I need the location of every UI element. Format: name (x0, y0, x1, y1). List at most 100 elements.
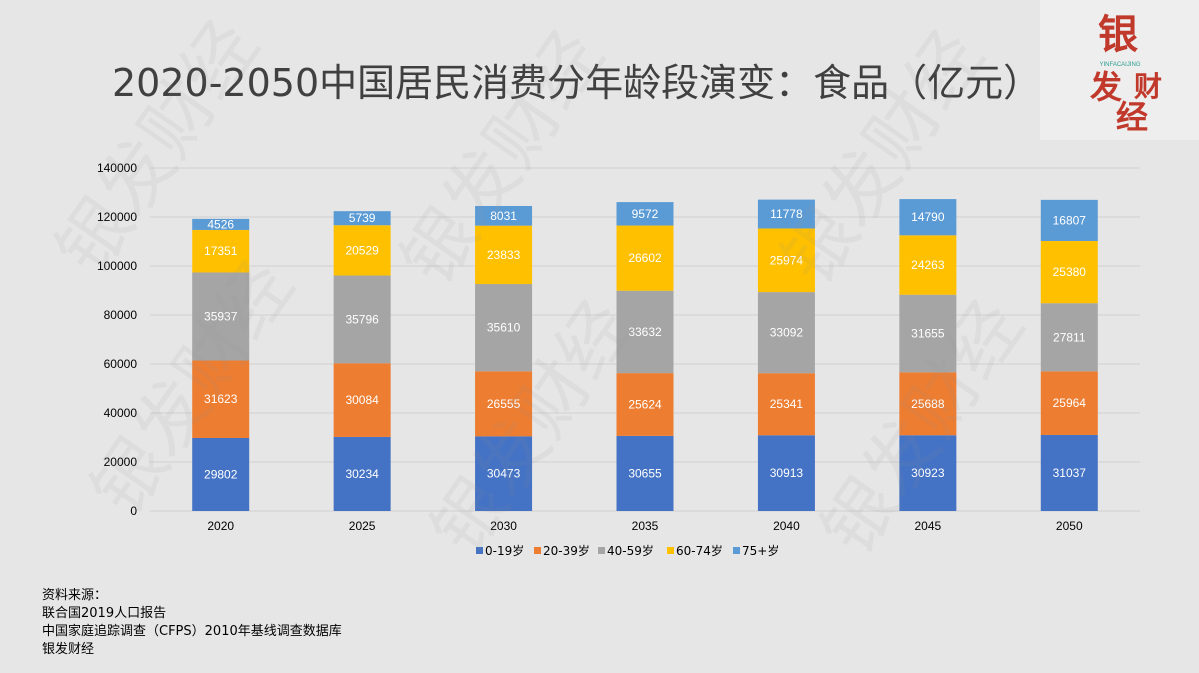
data-label: 20529 (345, 243, 379, 257)
logo-char-1: 银 (1098, 11, 1138, 58)
data-label: 25624 (628, 398, 662, 412)
bar-segment (899, 372, 957, 436)
data-label: 25964 (1053, 396, 1087, 410)
data-label: 25380 (1053, 265, 1087, 279)
logo-subtext: YINFACAIJING (1099, 62, 1140, 68)
bar-segment (899, 435, 957, 511)
logo: 银 YINFACAIJING 发 财 经 (1040, 0, 1199, 140)
data-label: 30913 (770, 466, 804, 480)
logo-char-2: 发 (1090, 68, 1122, 106)
bar-segment (616, 290, 674, 374)
data-label: 29802 (204, 467, 238, 481)
bar-segment (757, 228, 815, 293)
bar-segment (333, 225, 391, 276)
data-label: 30234 (345, 467, 379, 481)
bar-segment (616, 373, 674, 436)
y-tick-label: 60000 (104, 357, 138, 371)
bar-segment (333, 363, 391, 437)
data-label: 25341 (770, 397, 804, 411)
bar-segment (192, 437, 250, 511)
legend-label: 60-74岁 (676, 543, 723, 558)
y-tick-label: 0 (130, 504, 137, 518)
y-tick-label: 80000 (104, 308, 138, 322)
bar-segment (899, 199, 957, 236)
bar-segment (1040, 434, 1098, 511)
bar-segment (475, 436, 533, 511)
data-label: 35796 (345, 312, 379, 326)
legend-label: 75+岁 (742, 543, 779, 558)
data-label: 14790 (911, 210, 945, 224)
y-tick-label: 100000 (97, 259, 137, 273)
bar-segment (757, 373, 815, 436)
legend-swatch (598, 547, 605, 554)
data-label: 30923 (911, 466, 945, 480)
data-label: 9572 (632, 207, 659, 221)
data-label: 5739 (349, 211, 376, 225)
source-notes: 资料来源： 联合国2019人口报告 中国家庭追踪调查（CFPS）2010年基线调… (42, 587, 342, 659)
data-label: 31037 (1053, 466, 1087, 480)
x-tick-label: 2035 (632, 519, 659, 533)
data-label: 31623 (204, 392, 238, 406)
x-tick-label: 2045 (915, 519, 942, 533)
bar-segment (475, 205, 533, 226)
y-tick-label: 120000 (97, 210, 137, 224)
legend-swatch (534, 547, 541, 554)
source-line: 中国家庭追踪调查（CFPS）2010年基线调查数据库 (42, 624, 342, 639)
bar-segment (757, 292, 815, 374)
bar-segment (192, 229, 250, 273)
data-label: 31655 (911, 327, 945, 341)
bar-segment (616, 202, 674, 226)
source-line: 联合国2019人口报告 (42, 606, 167, 621)
legend-swatch (476, 547, 483, 554)
y-tick-label: 40000 (104, 406, 138, 420)
bar-segment (333, 211, 391, 226)
bar-segment (192, 360, 250, 438)
data-label: 30473 (487, 467, 521, 481)
data-label: 23833 (487, 248, 521, 262)
bar-segment (1040, 241, 1098, 304)
logo-mark: 银 YINFACAIJING 发 财 经 (1090, 11, 1162, 136)
data-label: 25688 (911, 397, 945, 411)
data-label: 35937 (204, 309, 238, 323)
data-label: 25974 (770, 253, 804, 267)
legend-label: 20-39岁 (543, 543, 590, 558)
page-title: 2020-2050中国居民消费分年龄段演变：食品（亿元） (112, 61, 1042, 105)
x-tick-label: 2040 (773, 519, 800, 533)
data-label: 17351 (204, 244, 238, 258)
source-heading: 资料来源： (42, 588, 108, 603)
bar-segment (333, 436, 391, 511)
data-label: 26602 (628, 251, 662, 265)
data-label: 11778 (770, 207, 803, 221)
x-tick-label: 2020 (207, 519, 234, 533)
data-label: 4526 (207, 217, 234, 231)
x-tick-label: 2050 (1056, 519, 1083, 533)
legend-label: 40-59岁 (607, 543, 654, 558)
legend-label: 0-19岁 (485, 543, 524, 558)
x-tick-label: 2030 (490, 519, 517, 533)
y-tick-label: 20000 (104, 455, 138, 469)
bar-segment (1040, 371, 1098, 435)
data-label: 8031 (490, 209, 517, 223)
data-label: 24263 (911, 258, 945, 272)
bar-segment (899, 294, 957, 373)
data-label: 30084 (345, 393, 379, 407)
legend-swatch (667, 547, 674, 554)
legend-swatch (733, 547, 740, 554)
bar-segment (616, 435, 674, 511)
bar-segment (475, 371, 533, 437)
bar-segment (1040, 199, 1098, 242)
logo-char-3: 财 (1134, 70, 1162, 103)
data-label: 26555 (487, 397, 521, 411)
data-label: 16807 (1053, 213, 1087, 227)
bar-segment (333, 275, 391, 364)
bar-segment (757, 199, 815, 229)
data-label: 27811 (1053, 330, 1086, 344)
y-tick-label: 140000 (97, 161, 137, 175)
bar-segment (475, 284, 533, 372)
bar-segment (192, 218, 250, 230)
data-label: 33092 (770, 326, 804, 340)
data-label: 33632 (628, 325, 662, 339)
source-line: 银发财经 (42, 642, 95, 657)
bar-segment (899, 235, 957, 295)
bar-segment (757, 435, 815, 511)
